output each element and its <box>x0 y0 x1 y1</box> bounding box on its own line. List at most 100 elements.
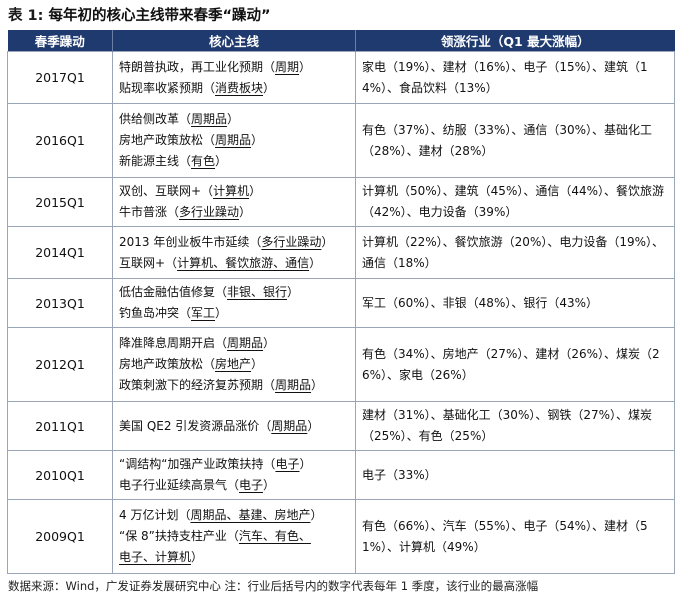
quarter-cell: 2017Q1 <box>7 51 113 104</box>
theme-text: ） <box>307 418 320 433</box>
theme-sector-underlined: 有色 <box>191 154 216 168</box>
theme-cell: 低估金融估值修复（非银、银行） 钓鱼岛冲突（军工） <box>112 278 356 328</box>
theme-sector-underlined: 多行业躁动 <box>179 205 240 219</box>
theme-sector-underlined: 多行业躁动 <box>261 234 322 249</box>
sectors-cell: 有色（37%）、纺服（33%）、通信（30%）、基础化工（28%）、建材（28%… <box>355 103 675 178</box>
theme-text: 牛市普涨（ <box>119 205 180 219</box>
theme-line: “保 8”扶持支柱产业（汽车、有色、 <box>119 526 349 547</box>
header-quarter: 春季躁动 <box>7 30 113 52</box>
theme-text: 供给侧改革（ <box>119 112 192 126</box>
theme-cell: 供给侧改革（周期品） 房地产政策放松（周期品） 新能源主线（有色） <box>112 103 356 178</box>
theme-text: ） <box>309 255 322 270</box>
theme-text: “保 8”扶持支柱产业（ <box>119 529 239 543</box>
theme-line: 4 万亿计划（周期品、基建、房地产） <box>119 505 349 526</box>
sectors-cell: 家电（19%）、建材（16%）、电子（15%）、建筑（14%）、食品饮料（13%… <box>355 51 675 104</box>
sectors-cell: 电子（33%） <box>355 450 675 500</box>
theme-sector-underlined: 非银、银行 <box>227 285 288 299</box>
theme-text: 互联网+（ <box>119 255 178 270</box>
theme-text: 双创、互联网+（ <box>119 184 214 198</box>
theme-line: 房地产政策放松（周期品） <box>119 130 349 151</box>
table-row: 2017Q1 特朗普执政，再工业化预期（周期） 贴现率收紧预期（消费板块） 家电（19… <box>7 51 675 104</box>
table-label: 表 1: <box>8 8 44 24</box>
table-row: 2015Q1 双创、互联网+（计算机） 牛市普涨（多行业躁动） 计算机（50%）、建筑… <box>7 177 675 227</box>
theme-text: 特朗普执政，再工业化预期（ <box>119 59 276 74</box>
theme-text: ） <box>227 112 240 126</box>
table-row: 2010Q1 “调结构“加强产业政策扶持（电子） 电子行业延续高景气（电子） 电子（3… <box>7 450 675 500</box>
theme-text: 政策刺激下的经济复苏预期（ <box>119 378 276 392</box>
theme-line: 电子、计算机） <box>119 547 349 568</box>
theme-text: 低估金融估值修复（ <box>119 285 228 299</box>
theme-line: 贴现率收紧预期（消费板块） <box>119 78 349 99</box>
theme-sector-underlined: 消费板块 <box>215 80 264 95</box>
theme-sector-underlined: 周期品、基建、房地产 <box>190 508 311 522</box>
theme-line: 美国 QE2 引发资源品涨价（周期品） <box>119 416 349 437</box>
theme-text: ） <box>299 457 312 471</box>
theme-text: ） <box>215 154 228 168</box>
theme-cell: 2013 年创业板牛市延续（多行业躁动） 互联网+（计算机、餐饮旅游、通信） <box>112 226 356 279</box>
spring-rally-table: 春季躁动 核心主线 领涨行业（Q1 最大涨幅） 2017Q1 特朗普执政，再工业化… <box>7 30 675 574</box>
quarter-cell: 2014Q1 <box>7 226 113 279</box>
theme-text: 新能源主线（ <box>119 154 192 168</box>
theme-text: ） <box>215 306 228 320</box>
quarter-cell: 2015Q1 <box>7 177 113 227</box>
theme-text: “调结构“加强产业政策扶持（ <box>119 457 276 471</box>
theme-sector-underlined: 周期 <box>275 59 300 74</box>
theme-sector-underlined: 周期品 <box>191 112 228 126</box>
theme-cell: 特朗普执政，再工业化预期（周期） 贴现率收紧预期（消费板块） <box>112 51 356 104</box>
table-row: 2009Q1 4 万亿计划（周期品、基建、房地产） “保 8”扶持支柱产业（汽车、有… <box>7 499 675 574</box>
theme-text: ） <box>249 184 262 198</box>
sectors-cell: 军工（60%）、非银（48%）、银行（43%） <box>355 278 675 328</box>
theme-text: ） <box>251 133 264 147</box>
sectors-cell: 有色（34%）、房地产（27%）、建材（26%）、煤炭（26%）、家电（26%） <box>355 327 675 402</box>
theme-line: 特朗普执政，再工业化预期（周期） <box>119 57 349 78</box>
theme-sector-underlined: 周期品 <box>227 336 264 350</box>
source-note: 数据来源：Wind，广发证券发展研究中心 注：行业后括号内的数字代表每年 1 季… <box>8 579 539 593</box>
theme-line: 供给侧改革（周期品） <box>119 109 349 130</box>
quarter-cell: 2009Q1 <box>7 499 113 574</box>
sectors-cell: 有色（66%）、汽车（55%）、电子（54%）、建材（51%）、计算机（49%） <box>355 499 675 574</box>
sectors-cell: 计算机（50%）、建筑（45%）、通信（44%）、餐饮旅游（42%）、电力设备（… <box>355 177 675 227</box>
theme-text: ） <box>310 508 323 522</box>
table-row: 2016Q1 供给侧改革（周期品） 房地产政策放松（周期品） 新能源主线（有色） 有色（… <box>7 103 675 178</box>
theme-text: 电子行业延续高景气（ <box>119 478 240 492</box>
theme-sector-underlined: 计算机 <box>213 184 250 198</box>
quarter-cell: 2012Q1 <box>7 327 113 402</box>
theme-text: 房地产政策放松（ <box>119 357 216 371</box>
table-title-text: 每年初的核心主线带来春季“躁动” <box>48 8 271 24</box>
theme-text: ） <box>263 336 276 350</box>
theme-text: ） <box>251 357 264 371</box>
theme-sector-underlined: 汽车、有色、 <box>238 529 311 543</box>
sectors-cell: 建材（31%）、基础化工（30%）、钢铁（27%）、煤炭（25%）、有色（25%… <box>355 401 675 451</box>
quarter-cell: 2013Q1 <box>7 278 113 328</box>
theme-sector-underlined: 周期品 <box>271 418 308 433</box>
theme-text: 钓鱼岛冲突（ <box>119 306 192 320</box>
theme-line: 降准降息周期开启（周期品） <box>119 333 349 354</box>
theme-sector-underlined: 电子、计算机 <box>119 550 192 564</box>
theme-line: 电子行业延续高景气（电子） <box>119 475 349 496</box>
theme-sector-underlined: 周期品 <box>275 378 312 392</box>
quarter-cell: 2011Q1 <box>7 401 113 451</box>
theme-text: 美国 QE2 引发资源品涨价（ <box>119 418 272 433</box>
theme-line: 房地产政策放松（房地产） <box>119 354 349 375</box>
theme-line: 牛市普涨（多行业躁动） <box>119 202 349 223</box>
table-row: 2014Q1 2013 年创业板牛市延续（多行业躁动） 互联网+（计算机、餐饮旅游、… <box>7 226 675 279</box>
theme-text: 降准降息周期开启（ <box>119 336 228 350</box>
theme-sector-underlined: 房地产 <box>215 357 252 371</box>
theme-text: ） <box>263 80 276 95</box>
theme-text: ） <box>321 234 334 249</box>
theme-sector-underlined: 军工 <box>191 306 216 320</box>
theme-sector-underlined: 电子 <box>275 457 300 471</box>
theme-line: 双创、互联网+（计算机） <box>119 181 349 202</box>
theme-text: 2013 年创业板牛市延续（ <box>119 234 262 249</box>
header-theme: 核心主线 <box>112 30 356 52</box>
theme-cell: 降准降息周期开启（周期品） 房地产政策放松（房地产） 政策刺激下的经济复苏预期（周期… <box>112 327 356 402</box>
theme-line: 低估金融估值修复（非银、银行） <box>119 282 349 303</box>
theme-text: ） <box>191 550 204 564</box>
theme-text: ） <box>263 478 276 492</box>
theme-text: ） <box>299 59 312 74</box>
theme-sector-underlined: 电子 <box>239 478 264 492</box>
theme-cell: 美国 QE2 引发资源品涨价（周期品） <box>112 401 356 451</box>
theme-line: 钓鱼岛冲突（军工） <box>119 303 349 324</box>
table-row: 2012Q1 降准降息周期开启（周期品） 房地产政策放松（房地产） 政策刺激下的经济复… <box>7 327 675 402</box>
theme-text: ） <box>287 285 300 299</box>
